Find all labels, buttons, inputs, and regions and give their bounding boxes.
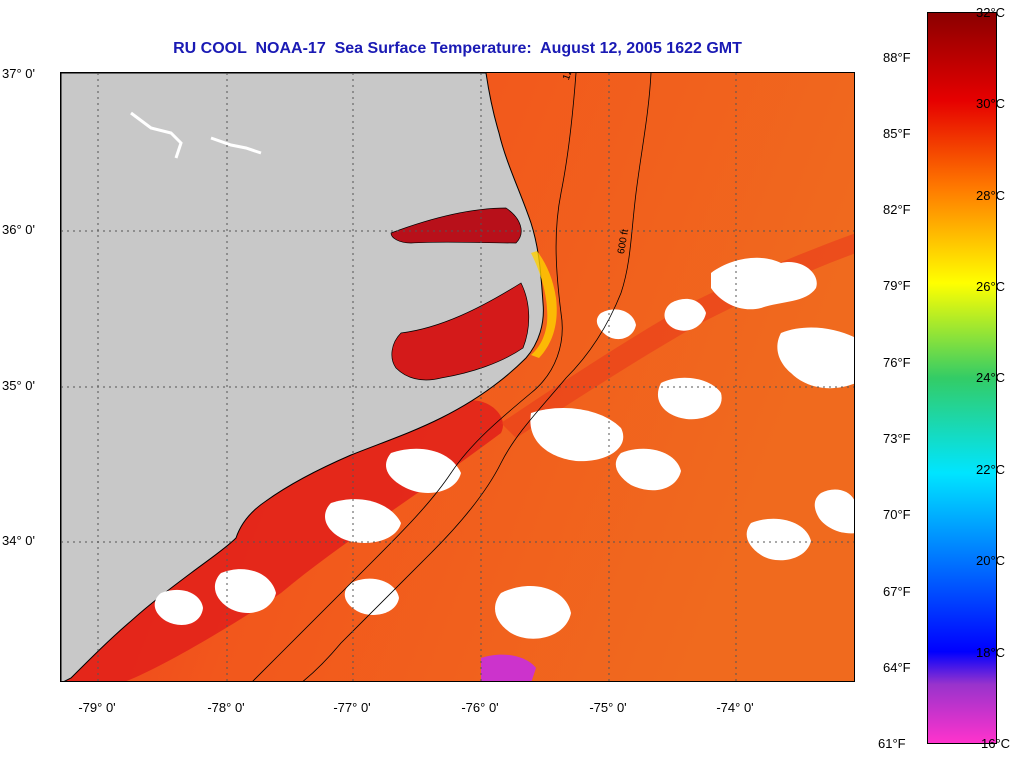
colorbar-f-67: 67°F — [883, 584, 911, 599]
colorbar-c-22: 22°C — [976, 462, 1006, 477]
colorbar-f-85: 85°F — [883, 126, 911, 141]
contour-120ft — [252, 73, 577, 681]
lon-label-75: -75° 0' — [589, 700, 627, 715]
colorbar-f-73: 73°F — [883, 431, 911, 446]
colorbar-c-28: 28°C — [976, 188, 1006, 203]
lon-label-78: -78° 0' — [207, 700, 245, 715]
colorbar-f-61: 61°F — [878, 736, 906, 751]
lon-label-77: -77° 0' — [333, 700, 371, 715]
temperature-colorbar — [927, 12, 997, 744]
sst-map-frame: 120 ft 600 ft — [60, 72, 855, 682]
lon-label-79: -79° 0' — [78, 700, 116, 715]
colorbar-f-64: 64°F — [883, 660, 911, 675]
colorbar-c-20: 20°C — [976, 553, 1006, 568]
lon-label-74: -74° 0' — [716, 700, 754, 715]
colorbar-f-70: 70°F — [883, 507, 911, 522]
river-1 — [130, 111, 183, 159]
lat-label-36: 36° 0' — [2, 222, 35, 237]
contour-600ft — [302, 73, 652, 681]
colorbar-c-26: 26°C — [976, 279, 1006, 294]
lat-label-37: 37° 0' — [2, 66, 35, 81]
map-title: RU COOL NOAA-17 Sea Surface Temperature:… — [173, 40, 742, 57]
colorbar-c-24: 24°C — [976, 370, 1006, 385]
colorbar-c-16: 16°C — [981, 736, 1011, 751]
river-2 — [210, 136, 262, 155]
colorbar-c-18: 18°C — [976, 645, 1006, 660]
lon-label-76: -76° 0' — [461, 700, 499, 715]
graticule — [61, 73, 854, 681]
colorbar-f-79: 79°F — [883, 278, 911, 293]
colorbar-c-30: 30°C — [976, 96, 1006, 111]
colorbar-f-82: 82°F — [883, 202, 911, 217]
colorbar-f-76: 76°F — [883, 355, 911, 370]
colorbar-c-32: 32°C — [976, 5, 1006, 20]
albemarle-sound — [390, 207, 522, 244]
nearshore-yellow — [531, 251, 557, 358]
cloud-cover — [154, 257, 854, 639]
lat-label-35: 35° 0' — [2, 378, 35, 393]
pamlico-sound — [391, 282, 530, 381]
cold-patch — [481, 654, 536, 681]
lat-label-34: 34° 0' — [2, 533, 35, 548]
colorbar-f-88: 88°F — [883, 50, 911, 65]
sst-map — [61, 73, 854, 681]
